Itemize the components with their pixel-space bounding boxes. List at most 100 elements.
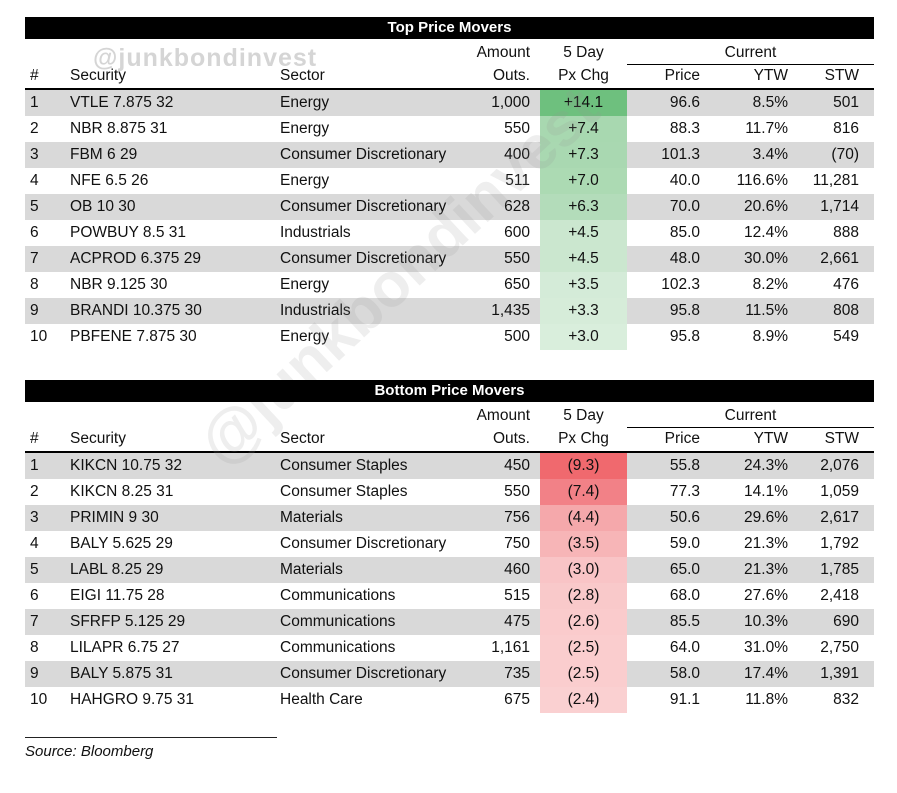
cell-rank: 7 — [30, 250, 39, 267]
cell-sector: Industrials — [280, 302, 351, 319]
cell-ytw: 11.7% — [745, 120, 788, 137]
cell-price: 95.8 — [669, 302, 700, 319]
cell-sector: Communications — [280, 613, 396, 630]
table-row: 5 OB 10 30 Consumer Discretionary 628 +6… — [25, 194, 874, 220]
cell-sector: Communications — [280, 639, 396, 656]
cell-sector: Energy — [280, 172, 330, 189]
cell-amount-outs: 650 — [504, 276, 530, 293]
cell-px-chg: +6.3 — [540, 194, 627, 220]
cell-rank: 8 — [30, 276, 39, 293]
column-header-row: # Security Sector Outs. Px Chg Price YTW… — [25, 64, 874, 90]
cell-px-chg: (4.4) — [540, 505, 627, 531]
cell-rank: 3 — [30, 146, 39, 163]
cell-stw: 2,750 — [820, 639, 859, 656]
cell-amount-outs: 515 — [504, 587, 530, 604]
cell-security: EIGI 11.75 28 — [70, 587, 165, 604]
col-header-security: Security — [70, 67, 126, 84]
cell-rank: 4 — [30, 172, 39, 189]
cell-stw: 888 — [833, 224, 859, 241]
cell-rank: 9 — [30, 665, 39, 682]
cell-ytw: 11.8% — [745, 691, 788, 708]
table-row: 1 KIKCN 10.75 32 Consumer Staples 450 (9… — [25, 453, 874, 479]
column-header-row: # Security Sector Outs. Px Chg Price YTW… — [25, 427, 874, 453]
cell-ytw: 31.0% — [744, 639, 788, 656]
cell-stw: 11,281 — [812, 172, 859, 189]
px-chg-group-label: 5 Day — [563, 407, 604, 424]
table-body: 1 KIKCN 10.75 32 Consumer Staples 450 (9… — [25, 453, 874, 713]
cell-px-chg: +4.5 — [540, 220, 627, 246]
cell-px-chg: (2.8) — [540, 583, 627, 609]
cell-ytw: 8.2% — [752, 276, 788, 293]
cell-rank: 10 — [30, 691, 48, 708]
cell-price: 101.3 — [661, 146, 700, 163]
col-header-price: Price — [664, 430, 700, 447]
cell-security: PBFENE 7.875 30 — [70, 328, 197, 345]
cell-sector: Energy — [280, 328, 330, 345]
cell-sector: Consumer Staples — [280, 483, 408, 500]
cell-price: 59.0 — [669, 535, 700, 552]
cell-security: NFE 6.5 26 — [70, 172, 149, 189]
cell-stw: 808 — [833, 302, 859, 319]
cell-ytw: 30.0% — [744, 250, 788, 267]
cell-security: KIKCN 10.75 32 — [70, 457, 183, 474]
amount-group-label: Amount — [476, 407, 530, 424]
cell-px-chg: (9.3) — [540, 453, 627, 479]
table-row: 4 NFE 6.5 26 Energy 511 +7.0 40.0 116.6%… — [25, 168, 874, 194]
cell-amount-outs: 675 — [504, 691, 530, 708]
cell-amount-outs: 735 — [504, 665, 530, 682]
cell-rank: 3 — [30, 509, 39, 526]
cell-security: NBR 9.125 30 — [70, 276, 168, 293]
amount-group-label: Amount — [476, 44, 530, 61]
px-chg-group-label: 5 Day — [563, 44, 604, 61]
cell-px-chg: (2.5) — [540, 661, 627, 687]
cell-price: 48.0 — [669, 250, 700, 267]
cell-price: 95.8 — [669, 328, 700, 345]
table-row: 6 POWBUY 8.5 31 Industrials 600 +4.5 85.… — [25, 220, 874, 246]
cell-sector: Materials — [280, 561, 343, 578]
cell-ytw: 27.6% — [744, 587, 788, 604]
cell-rank: 1 — [30, 94, 39, 111]
table-row: 9 BALY 5.875 31 Consumer Discretionary 7… — [25, 661, 874, 687]
table-body: 1 VTLE 7.875 32 Energy 1,000 +14.1 96.6 … — [25, 90, 874, 350]
cell-security: LILAPR 6.75 27 — [70, 639, 180, 656]
table-row: 7 ACPROD 6.375 29 Consumer Discretionary… — [25, 246, 874, 272]
cell-amount-outs: 550 — [504, 250, 530, 267]
cell-px-chg: +7.3 — [540, 142, 627, 168]
cell-rank: 8 — [30, 639, 39, 656]
cell-price: 55.8 — [669, 457, 700, 474]
cell-amount-outs: 550 — [504, 483, 530, 500]
table-row: 9 BRANDI 10.375 30 Industrials 1,435 +3.… — [25, 298, 874, 324]
cell-ytw: 10.3% — [744, 613, 788, 630]
col-header-ytw: YTW — [753, 67, 788, 84]
cell-security: VTLE 7.875 32 — [70, 94, 174, 111]
cell-price: 77.3 — [669, 483, 700, 500]
current-group-label: Current — [627, 42, 874, 65]
cell-rank: 4 — [30, 535, 39, 552]
table-row: 8 NBR 9.125 30 Energy 650 +3.5 102.3 8.2… — [25, 272, 874, 298]
cell-price: 70.0 — [669, 198, 700, 215]
cell-stw: 816 — [833, 120, 859, 137]
cell-rank: 9 — [30, 302, 39, 319]
cell-amount-outs: 1,161 — [491, 639, 530, 656]
cell-rank: 7 — [30, 613, 39, 630]
cell-rank: 5 — [30, 198, 39, 215]
cell-amount-outs: 600 — [504, 224, 530, 241]
cell-stw: 549 — [833, 328, 859, 345]
cell-rank: 2 — [30, 483, 39, 500]
cell-sector: Communications — [280, 587, 396, 604]
cell-security: LABL 8.25 29 — [70, 561, 164, 578]
cell-rank: 1 — [30, 457, 39, 474]
table-row: 2 KIKCN 8.25 31 Consumer Staples 550 (7.… — [25, 479, 874, 505]
cell-stw: 1,391 — [820, 665, 859, 682]
cell-amount-outs: 450 — [504, 457, 530, 474]
cell-rank: 10 — [30, 328, 48, 345]
cell-security: HAHGRO 9.75 31 — [70, 691, 195, 708]
table-row: 6 EIGI 11.75 28 Communications 515 (2.8)… — [25, 583, 874, 609]
cell-px-chg: (7.4) — [540, 479, 627, 505]
cell-price: 102.3 — [661, 276, 700, 293]
cell-amount-outs: 475 — [504, 613, 530, 630]
cell-amount-outs: 756 — [504, 509, 530, 526]
cell-px-chg: +7.0 — [540, 168, 627, 194]
cell-rank: 6 — [30, 224, 39, 241]
cell-ytw: 24.3% — [744, 457, 788, 474]
